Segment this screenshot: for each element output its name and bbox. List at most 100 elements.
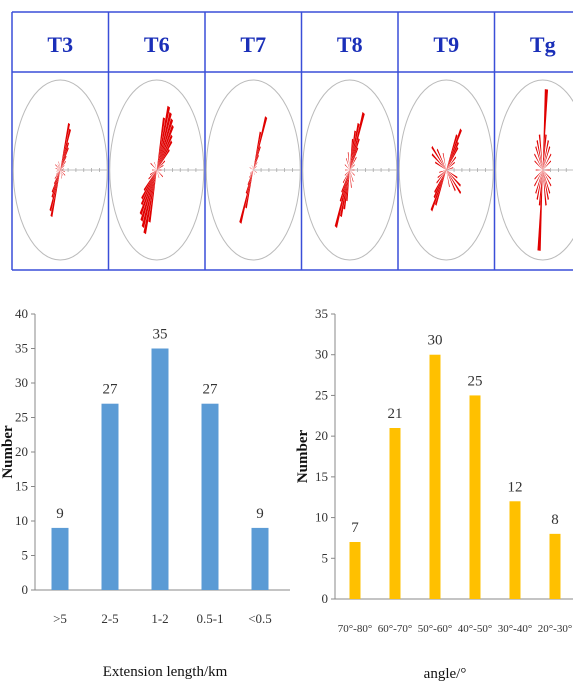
column-header-t7: T7 <box>240 32 266 57</box>
rose-petal <box>156 160 166 170</box>
x-tick-label: 1-2 <box>151 611 168 626</box>
rose-petal <box>251 165 254 170</box>
data-label: 27 <box>203 382 219 398</box>
rose-petal <box>253 162 258 170</box>
rose-petal <box>156 117 166 170</box>
rose-petal <box>253 146 261 170</box>
rose-petal <box>60 170 65 172</box>
rose-diagram-t7 <box>205 79 301 261</box>
rose-outline <box>495 79 573 261</box>
rose-petal <box>253 170 255 175</box>
x-tick-label: >5 <box>53 611 67 626</box>
rose-petal <box>535 146 543 170</box>
rose-petal <box>253 116 268 170</box>
rose-petal <box>49 170 61 212</box>
x-tick-label: 60°-70° <box>378 623 412 635</box>
rose-petal <box>349 130 357 170</box>
extension-length-bar-chart: 0 5 10 15 20 25 30 35 40 9 >5 27 2-5 35 1-2 27 0.5-1 9 <0.… <box>0 306 290 680</box>
rose-petal <box>57 164 61 170</box>
rose-petal <box>50 170 61 218</box>
rose-petal <box>436 170 447 184</box>
rose-petal <box>139 170 157 216</box>
rose-petal <box>56 170 61 172</box>
data-label: 12 <box>508 479 523 495</box>
rose-petal <box>446 134 458 170</box>
rose-petal <box>156 124 174 170</box>
rose-diagram-t9 <box>398 79 494 261</box>
rose-petal <box>434 170 447 194</box>
rose-petal <box>60 155 67 170</box>
rose-petal <box>156 148 170 170</box>
rose-petal <box>343 170 350 210</box>
rose-petal <box>349 138 360 170</box>
rose-petal <box>534 153 543 170</box>
y-tick-label: 10 <box>15 513 28 528</box>
rose-petal <box>156 170 163 178</box>
rose-petal <box>143 170 157 192</box>
y-tick-label: 35 <box>15 341 28 356</box>
rose-petal <box>148 170 157 223</box>
rose-petal <box>53 170 61 185</box>
rose-petal <box>433 170 447 199</box>
rose-petal <box>349 170 352 188</box>
rose-petal <box>143 170 157 235</box>
rose-petal <box>339 170 350 218</box>
rose-petal <box>60 122 71 170</box>
rose-petal <box>542 146 551 170</box>
rose-petal <box>55 168 61 170</box>
rose-petal <box>245 170 254 209</box>
rose-petal <box>141 170 157 229</box>
rose-petal <box>51 170 61 193</box>
column-header-tg: Tg <box>530 32 556 57</box>
rose-petal <box>51 170 61 198</box>
x-tick-label: 40°-50° <box>458 623 492 635</box>
rose-petal <box>349 138 354 170</box>
rose-petal <box>249 170 254 174</box>
y-tick-label: 30 <box>315 347 328 362</box>
rose-petal <box>536 170 543 200</box>
y-tick-label: 35 <box>315 306 328 321</box>
rose-petal <box>534 170 543 187</box>
rose-petal <box>349 164 355 170</box>
rose-petal <box>349 169 355 171</box>
rose-petal <box>150 162 157 170</box>
rose-diagram-svg: T3 T6 T7 T8 T9 Tg <box>11 11 573 271</box>
x-tick-label: 20°-30° <box>538 623 572 635</box>
rose-petal <box>542 153 552 170</box>
rose-petal <box>140 170 157 206</box>
rose-petal <box>349 122 360 170</box>
rose-petal <box>535 170 543 194</box>
rose-petal <box>349 147 359 170</box>
rose-petal <box>446 170 461 187</box>
rose-petal <box>347 152 350 170</box>
rose-petal <box>249 167 254 170</box>
y-tick-label: 5 <box>22 548 29 563</box>
x-tick-label: 70°-80° <box>338 623 372 635</box>
rose-petal <box>439 170 447 173</box>
rose-petal <box>156 170 160 178</box>
rose-petal <box>430 170 447 212</box>
bar-4 <box>251 527 269 590</box>
data-label: 7 <box>351 520 359 536</box>
rose-petal <box>345 158 350 170</box>
rose-petal <box>442 152 447 170</box>
rose-petal <box>60 170 63 179</box>
bar-0 <box>51 527 69 590</box>
rose-petal <box>446 167 454 170</box>
rose-diagram-t6 <box>109 79 205 261</box>
y-tick-label: 5 <box>322 550 329 565</box>
column-header-t9: T9 <box>433 32 459 57</box>
bar-0 <box>349 542 361 599</box>
y-axis-title: Number <box>295 429 311 483</box>
rose-petal <box>536 140 543 170</box>
bar-2 <box>151 348 169 590</box>
y-tick-label: 25 <box>15 410 28 425</box>
rose-petal <box>60 170 63 176</box>
rose-petal <box>446 156 457 170</box>
rose-petal <box>150 170 157 176</box>
rose-petal <box>156 111 172 170</box>
rose-petal <box>156 169 162 171</box>
rose-petal <box>253 166 257 170</box>
rose-petal <box>55 164 61 170</box>
data-label: 35 <box>153 327 168 343</box>
